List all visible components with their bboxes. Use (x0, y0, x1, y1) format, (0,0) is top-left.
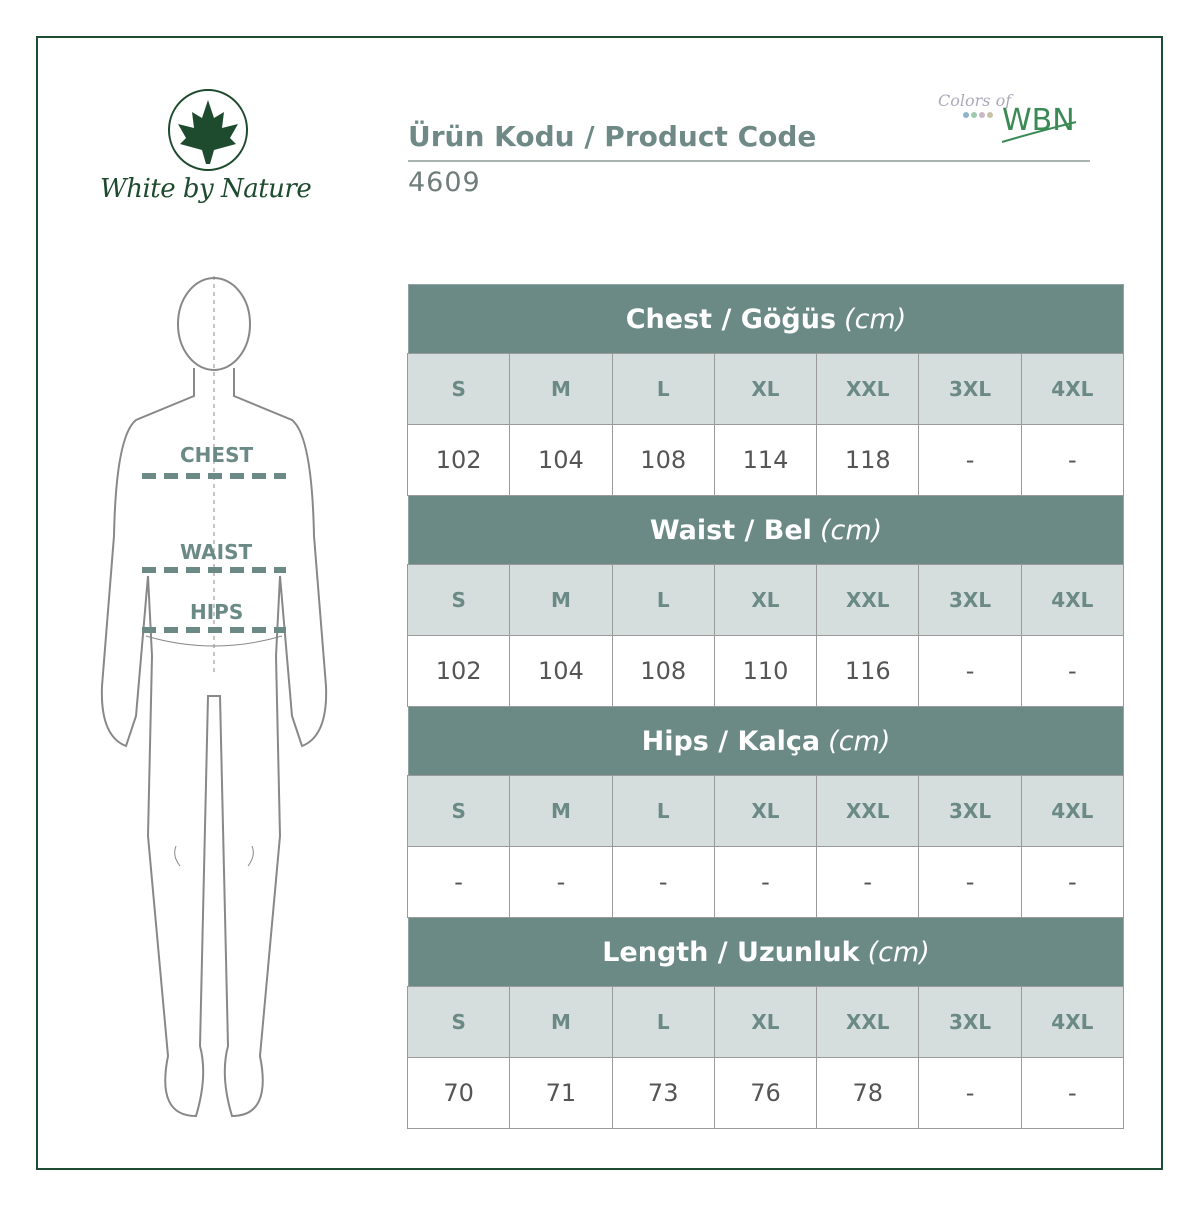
section-title: Chest / Göğüs (cm) (408, 284, 1124, 354)
size-section: Length / Uzunluk (cm) S M L XL XXL 3XL 4XL 70 71 73… (407, 917, 1124, 1129)
value-cell: 102 (407, 424, 511, 496)
section-title: Waist / Bel (cm) (408, 495, 1124, 565)
maple-leaf-logo (168, 89, 248, 171)
value-cell: - (1020, 1057, 1124, 1129)
size-section: Waist / Bel (cm) S M L XL XXL 3XL 4XL 102 104 108 11… (407, 495, 1124, 707)
value-cell: - (509, 846, 613, 918)
value-cell: 102 (407, 635, 511, 707)
size-header-cell: XXL (816, 353, 920, 425)
value-cell: 108 (611, 635, 715, 707)
section-unit: (cm) (828, 725, 891, 757)
body-figure-illustration (100, 276, 328, 1118)
value-cell: 114 (713, 424, 818, 496)
size-header-cell: M (509, 775, 613, 847)
value-cell: 104 (509, 424, 613, 496)
value-cell: 70 (407, 1057, 511, 1129)
colors-of-wbn-logo: Colors of WBN (938, 91, 1077, 143)
section-title-text: Length / Uzunluk (602, 936, 860, 968)
size-header-cell: XL (713, 353, 818, 425)
size-header-cell: XL (713, 775, 818, 847)
value-cell: - (407, 846, 511, 918)
size-header-cell: S (407, 564, 511, 636)
size-header-cell: 4XL (1020, 353, 1124, 425)
value-cell: 76 (713, 1057, 818, 1129)
value-cell: - (816, 846, 920, 918)
hips-label: HIPS (190, 600, 244, 624)
size-header-cell: 3XL (918, 353, 1022, 425)
value-cell: 104 (509, 635, 613, 707)
section-unit: (cm) (844, 303, 907, 335)
size-table: Chest / Göğüs (cm) S M L XL XXL 3XL 4XL 102 104 108… (407, 284, 1124, 1129)
size-header-cell: M (509, 353, 613, 425)
size-header-cell: M (509, 564, 613, 636)
value-cell: - (713, 846, 818, 918)
size-section: Chest / Göğüs (cm) S M L XL XXL 3XL 4XL 102 104 108… (407, 284, 1124, 496)
size-header-cell: L (611, 353, 715, 425)
value-cell: 118 (816, 424, 920, 496)
page-frame (36, 36, 1163, 1170)
value-cell: 110 (713, 635, 818, 707)
size-section: Hips / Kalça (cm) S M L XL XXL 3XL 4XL - - - - - - - (407, 706, 1124, 918)
size-header-cell: S (407, 353, 511, 425)
size-header-cell: 4XL (1020, 986, 1124, 1058)
size-header-row: S M L XL XXL 3XL 4XL (407, 353, 1124, 425)
size-header-cell: 3XL (918, 564, 1022, 636)
waist-label: WAIST (180, 540, 253, 564)
size-header-cell: L (611, 564, 715, 636)
brand-name: White by Nature (100, 174, 312, 204)
size-header-cell: 3XL (918, 986, 1022, 1058)
size-header-cell: XXL (816, 564, 920, 636)
section-unit: (cm) (867, 936, 930, 968)
size-header-cell: M (509, 986, 613, 1058)
size-header-cell: 4XL (1020, 775, 1124, 847)
value-row: ------- (407, 846, 1124, 918)
size-header-cell: L (611, 775, 715, 847)
value-cell: 78 (816, 1057, 920, 1129)
section-unit: (cm) (819, 514, 883, 546)
size-header-row: S M L XL XXL 3XL 4XL (407, 564, 1124, 636)
chest-label: CHEST (180, 443, 254, 467)
section-title: Length / Uzunluk (cm) (408, 917, 1124, 987)
value-cell: - (1020, 424, 1124, 496)
value-cell: 116 (816, 635, 920, 707)
section-title-text: Waist / Bel (649, 514, 812, 546)
title-divider (408, 160, 1090, 162)
product-code-title: Ürün Kodu / Product Code (408, 120, 817, 153)
size-header-cell: S (407, 986, 511, 1058)
section-title: Hips / Kalça (cm) (408, 706, 1124, 776)
value-row: 70 71 73 76 78- - (407, 1057, 1124, 1129)
size-header-cell: XL (713, 564, 818, 636)
size-header-row: S M L XL XXL 3XL 4XL (407, 775, 1124, 847)
size-header-cell: L (611, 986, 715, 1058)
size-header-cell: 3XL (918, 775, 1022, 847)
size-header-cell: XL (713, 986, 818, 1058)
value-row: 102 104 108 114 118- - (407, 424, 1124, 496)
value-cell: - (918, 1057, 1022, 1129)
size-header-cell: 4XL (1020, 564, 1124, 636)
value-cell: - (611, 846, 715, 918)
product-code-value: 4609 (408, 167, 481, 198)
size-header-cell: XXL (816, 986, 920, 1058)
section-title-text: Hips / Kalça (641, 725, 821, 757)
value-cell: - (1020, 635, 1124, 707)
section-title-text: Chest / Göğüs (625, 303, 837, 335)
size-header-cell: S (407, 775, 511, 847)
value-cell: - (918, 424, 1022, 496)
value-cell: - (918, 635, 1022, 707)
svg-text:Colors of: Colors of (938, 91, 1014, 110)
value-cell: - (1020, 846, 1124, 918)
size-header-row: S M L XL XXL 3XL 4XL (407, 986, 1124, 1058)
size-header-cell: XXL (816, 775, 920, 847)
value-cell: - (918, 846, 1022, 918)
value-row: 102 104 108 110 116- - (407, 635, 1124, 707)
value-cell: 108 (611, 424, 715, 496)
value-cell: 73 (611, 1057, 715, 1129)
value-cell: 71 (509, 1057, 613, 1129)
